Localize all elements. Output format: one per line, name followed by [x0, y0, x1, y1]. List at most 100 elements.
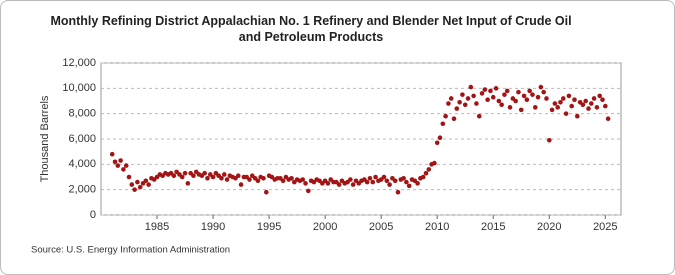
data-point — [502, 92, 507, 97]
data-point — [118, 158, 123, 163]
x-tick-label: 2000 — [313, 221, 337, 233]
y-tick-label: 4,000 — [68, 158, 96, 170]
data-point — [135, 179, 140, 185]
y-tick-label: 0 — [90, 209, 96, 221]
data-point — [434, 140, 440, 146]
data-point — [395, 189, 401, 195]
data-point — [137, 184, 143, 190]
y-tick-label: 10,000 — [62, 82, 96, 94]
data-point — [465, 96, 471, 101]
x-tick-label: 2015 — [481, 221, 505, 233]
x-tick-label: 2025 — [593, 221, 617, 233]
data-point — [552, 101, 558, 106]
data-point — [448, 96, 454, 101]
data-point — [457, 99, 462, 105]
data-point — [126, 174, 132, 180]
data-point — [364, 179, 370, 185]
data-point — [432, 160, 437, 166]
data-point — [589, 101, 594, 106]
x-tick-label: 2020 — [537, 221, 561, 233]
data-point — [516, 89, 521, 95]
data-point — [404, 179, 409, 185]
data-point — [474, 101, 479, 106]
data-point — [221, 172, 227, 177]
data-point — [572, 97, 577, 103]
data-point — [580, 102, 586, 108]
data-point — [210, 174, 216, 180]
y-tick-label: 8,000 — [68, 108, 96, 120]
y-tick-label: 2,000 — [68, 184, 96, 196]
data-point — [479, 91, 485, 96]
data-point — [476, 113, 482, 119]
data-point — [482, 87, 488, 92]
data-point — [129, 182, 135, 187]
data-point — [507, 105, 513, 110]
data-point — [109, 151, 115, 157]
y-axis-label: Thousand Barrels — [39, 95, 51, 182]
data-point — [191, 173, 196, 179]
data-point — [583, 98, 588, 104]
x-tick-label: 1995 — [257, 221, 281, 233]
data-point — [112, 159, 118, 165]
data-point — [336, 182, 342, 187]
data-point — [235, 173, 241, 179]
data-point — [566, 93, 572, 99]
data-point — [499, 102, 504, 108]
data-point — [493, 86, 499, 91]
data-point — [370, 179, 376, 185]
data-point — [185, 181, 191, 186]
x-tick-label: 2005 — [369, 221, 393, 233]
data-point — [471, 93, 476, 99]
data-point — [121, 167, 126, 172]
data-point — [426, 167, 432, 172]
x-tick-label: 1990 — [201, 221, 225, 233]
data-point — [115, 163, 121, 168]
data-point — [597, 93, 603, 99]
data-point — [605, 116, 611, 122]
data-point — [420, 174, 426, 180]
data-point — [264, 189, 269, 195]
data-point — [555, 105, 560, 110]
data-point — [443, 113, 448, 119]
data-point — [532, 105, 538, 110]
data-point — [238, 182, 244, 187]
data-point — [384, 178, 390, 184]
data-point — [202, 170, 207, 176]
data-point — [541, 89, 546, 95]
data-point — [381, 174, 387, 180]
chart-title: Monthly Refining District Appalachian No… — [50, 14, 572, 44]
data-point — [440, 121, 446, 127]
data-point — [586, 106, 591, 111]
data-point — [504, 88, 510, 94]
data-point — [560, 96, 566, 101]
data-point — [454, 106, 460, 111]
data-point — [415, 181, 420, 186]
data-point — [423, 170, 429, 176]
data-point — [306, 188, 311, 194]
data-point — [558, 99, 563, 105]
y-tick-label: 6,000 — [68, 133, 96, 145]
data-point — [485, 97, 490, 103]
data-point — [513, 98, 518, 104]
data-point — [205, 175, 210, 181]
data-point — [255, 178, 261, 184]
x-tick-label: 1985 — [145, 221, 169, 233]
data-point — [182, 170, 188, 176]
data-point — [219, 175, 224, 181]
data-point — [247, 177, 252, 182]
data-point — [303, 181, 308, 186]
data-point — [348, 177, 353, 182]
data-point — [367, 175, 373, 181]
data-point — [591, 96, 597, 101]
data-point — [468, 84, 474, 90]
data-point — [530, 92, 535, 97]
data-point — [387, 182, 392, 187]
data-point — [527, 88, 532, 94]
data-point — [546, 137, 552, 143]
y-tick-label: 12,000 — [62, 57, 96, 69]
data-point — [496, 98, 502, 104]
data-point — [446, 101, 451, 106]
data-point — [123, 163, 129, 168]
x-tick-label: 2010 — [425, 221, 449, 233]
data-point — [451, 116, 457, 122]
